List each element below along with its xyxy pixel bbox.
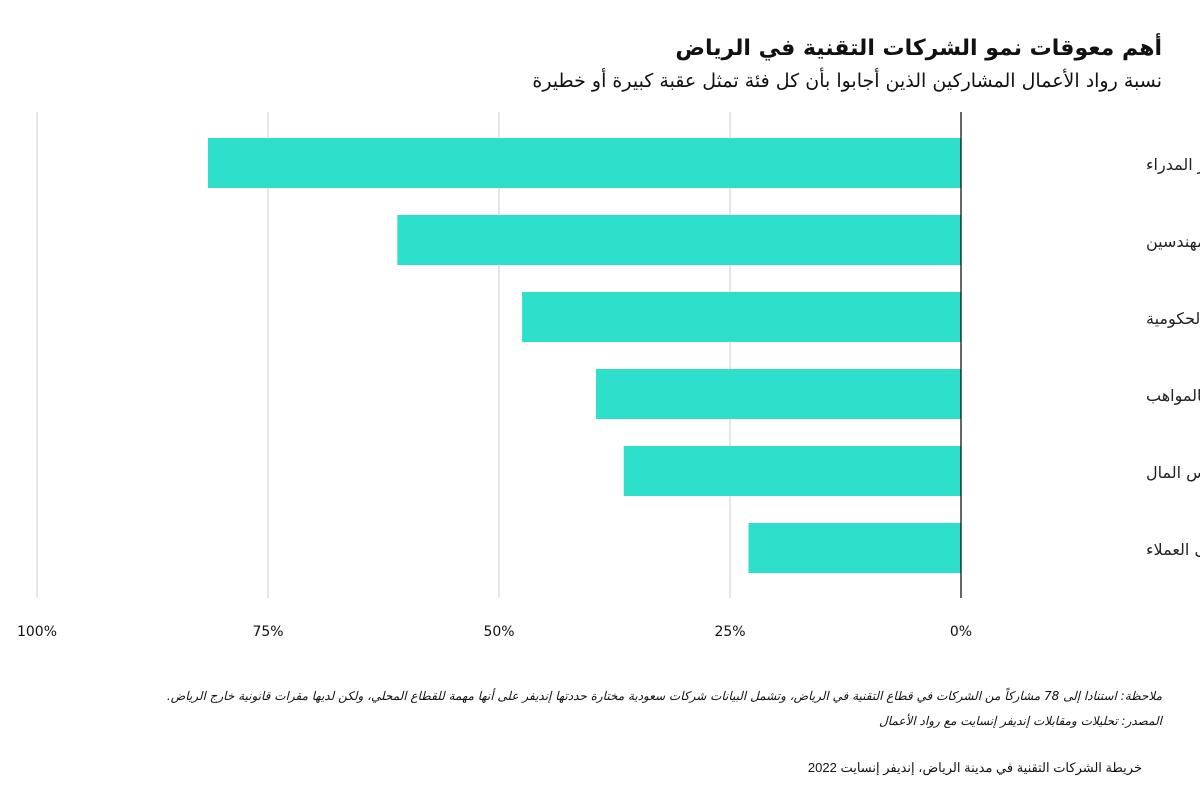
bar (207, 138, 961, 188)
x-tick-label: 25% (714, 624, 745, 640)
chart-title: أهم معوقات نمو الشركات التقنية في الرياض (675, 36, 1162, 61)
category-label: الاحتفاظ بالمواهب (1146, 386, 1200, 406)
bar (596, 369, 961, 419)
x-tick-label: 50% (483, 624, 514, 640)
bar-chart: 0% 25% 50% 75% 100% توافر المدراء توافر المهند… (17, 112, 1200, 640)
bar (748, 523, 961, 573)
chart-subtitle: نسبة رواد الأعمال المشاركين الذين أجابوا… (532, 70, 1162, 92)
x-tick-label: 75% (252, 624, 283, 640)
category-label: الوصول إلى العملاء (1146, 540, 1200, 560)
bar (397, 215, 961, 265)
chart-source: المصدر: تحليلات ومقابلات إنديفر إنسايت م… (879, 714, 1162, 728)
category-label: توافر المهندسين (1146, 232, 1200, 252)
x-tick-label: 0% (950, 624, 972, 640)
category-label: توافر المدراء (1146, 155, 1200, 175)
bar (522, 292, 961, 342)
category-label: اللوائح الحكومية (1146, 309, 1200, 329)
report-footer: خريطة الشركات التقنية في مدينة الرياض، إ… (807, 760, 1142, 775)
bar (623, 446, 961, 496)
chart-note: ملاحظة: استنادا إلى 78 مشاركاً من الشركا… (166, 689, 1162, 703)
x-tick-label: 100% (17, 624, 57, 640)
category-label: الحصول على رأس المال (1146, 462, 1200, 483)
